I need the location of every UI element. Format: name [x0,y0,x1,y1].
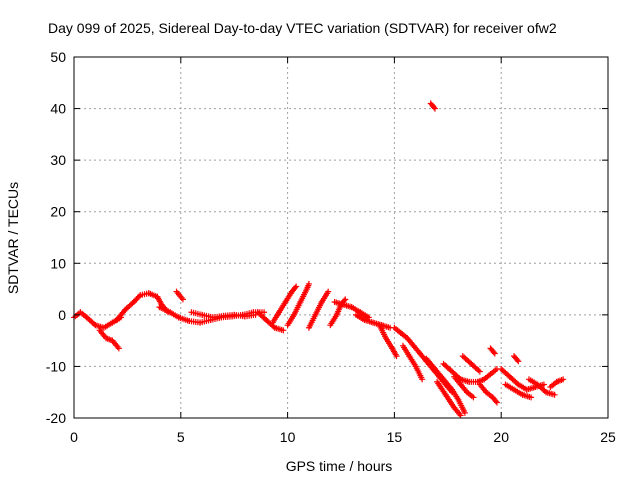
y-tick-label: 50 [50,49,66,65]
data-point [393,353,400,360]
tick-labels: 0 5 10 15 20 25 -20 -10 0 10 20 30 40 50 [46,49,616,445]
satellite-track [487,345,498,357]
data-point [470,394,477,401]
y-tick-label: -20 [46,410,66,426]
satellite-track [434,378,464,419]
data-point [292,284,299,291]
satellite-track [173,288,186,303]
satellite-track [502,381,535,401]
data-point [461,409,468,416]
x-tick-label: 0 [70,429,78,445]
data-point [135,293,142,300]
axis-ticks [73,56,609,419]
data-point [179,296,186,303]
satellite-track [376,322,400,360]
data-point [280,327,287,334]
y-tick-label: 10 [50,255,66,271]
data-point [305,280,312,287]
satellite-track [511,353,522,365]
satellite-track [427,100,438,112]
y-tick-label: 20 [50,204,66,220]
data-point [476,368,483,375]
y-tick-label: -10 [46,358,66,374]
data-point [528,394,535,401]
y-tick-label: 30 [50,152,66,168]
satellite-track [188,309,259,321]
x-tick-label: 25 [600,429,616,445]
grid-lines [74,57,608,418]
satellite-track [331,298,372,321]
satellite-track [476,381,500,406]
satellite-track [254,309,287,334]
data-point [431,105,438,112]
data-point [365,314,372,321]
data-point [493,399,500,406]
x-axis-title: GPS time / hours [286,458,393,474]
chart-title: Day 099 of 2025, Sidereal Day-to-day VTE… [48,20,557,36]
satellite-track [284,280,312,329]
data-point [261,309,268,316]
satellite-track [525,376,558,398]
data-point [430,104,437,111]
y-tick-label: 40 [50,101,66,117]
satellite-track [399,342,426,383]
data-point [560,376,567,383]
data-point [540,381,547,388]
data-points [71,100,567,419]
x-tick-label: 10 [280,429,296,445]
satellite-track [459,353,483,375]
data-point [342,296,349,303]
data-point [492,398,499,405]
data-point [515,358,522,365]
data-point [325,288,332,295]
plot-frame [73,56,609,419]
satellite-track [423,355,468,416]
data-point [115,345,122,352]
y-tick-label: 0 [58,307,66,323]
satellite-track [547,376,567,391]
data-point [514,356,521,363]
x-tick-label: 20 [493,429,509,445]
data-point [490,349,497,356]
y-axis-title: SDTVAR / TECUs [5,182,21,294]
data-point [551,391,558,398]
satellite-track [96,327,122,352]
satellite-track [269,283,300,326]
data-point [341,297,348,304]
data-point [491,350,498,357]
x-tick-label: 15 [387,429,403,445]
satellite-track [305,288,332,331]
data-point [457,412,464,419]
data-point [419,376,426,383]
x-tick-label: 5 [177,429,185,445]
data-point [293,283,300,290]
